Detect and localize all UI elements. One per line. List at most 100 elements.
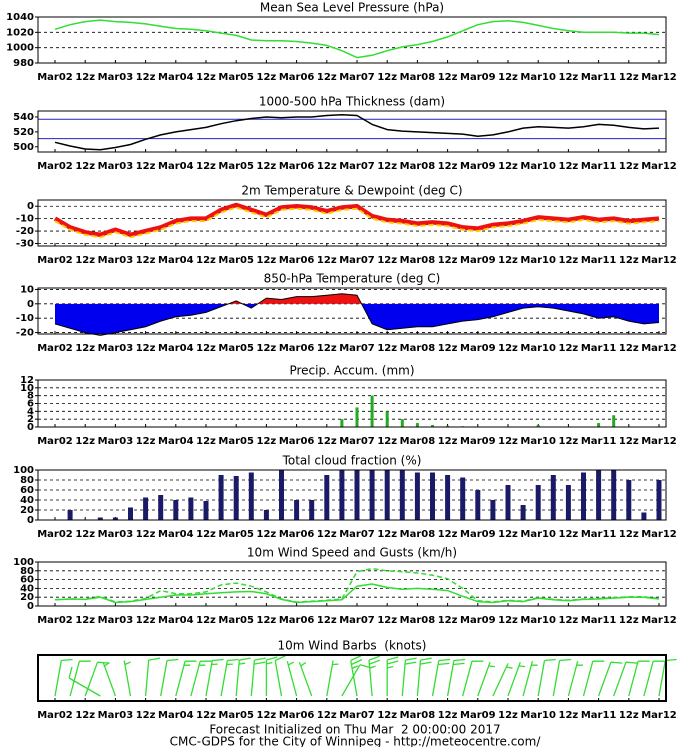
x-tick-label: 12z: [438, 72, 458, 83]
panel-title: 1000-500 hPa Thickness (dam): [259, 95, 445, 109]
y-tick-label: 4: [27, 406, 34, 417]
wind-barb: [265, 656, 278, 696]
x-tick-label: Mar06: [279, 255, 315, 266]
x-tick-label: 12z: [317, 255, 337, 266]
x-tick-label: 12z: [136, 436, 156, 447]
panel-title: Mean Sea Level Pressure (hPa): [260, 1, 444, 15]
x-tick-label: Mar09: [460, 255, 496, 266]
panel-title: 2m Temperature & Dewpoint (deg C): [241, 184, 462, 198]
x-tick-label: Mar06: [279, 72, 315, 83]
x-tick-label: 12z: [438, 529, 458, 540]
x-tick-label: 12z: [257, 343, 277, 354]
x-tick-label: Mar11: [581, 255, 617, 266]
x-tick-label: 12z: [75, 72, 95, 83]
bar: [550, 475, 556, 520]
x-tick-label: 12z: [619, 72, 639, 83]
bar: [294, 500, 300, 520]
x-tick-label: 12z: [257, 72, 277, 83]
x-tick-label: Mar07: [339, 529, 375, 540]
y-tick-label: 100: [13, 465, 34, 476]
x-tick-label: Mar04: [158, 436, 194, 447]
x-tick-label: 12z: [498, 343, 518, 354]
x-tick-label: Mar07: [339, 615, 375, 626]
bar: [369, 470, 375, 520]
x-tick-label: 12z: [559, 255, 579, 266]
series-line: [53, 202, 660, 238]
x-tick-label: 12z: [619, 710, 639, 721]
y-tick-label: 500: [13, 142, 34, 153]
bar: [415, 423, 419, 427]
y-tick-label: -20: [16, 226, 34, 237]
x-tick-label: 12z: [136, 72, 156, 83]
x-tick-label: Mar08: [400, 161, 436, 172]
x-tick-label: Mar12: [641, 529, 677, 540]
wind-barb: [274, 655, 286, 697]
x-tick-label: Mar02: [37, 615, 73, 626]
x-tick-label: Mar04: [158, 710, 194, 721]
x-tick-label: 12z: [377, 529, 397, 540]
wind-barb: [643, 660, 665, 697]
x-tick-label: Mar09: [460, 161, 496, 172]
x-tick-label: Mar02: [37, 343, 73, 354]
bar: [581, 472, 586, 520]
wind-barb: [250, 657, 266, 697]
x-tick-label: Mar06: [279, 436, 315, 447]
x-tick-label: 12z: [438, 710, 458, 721]
bar: [520, 505, 526, 520]
x-tick-label: Mar12: [641, 710, 677, 721]
x-tick-label: Mar12: [641, 343, 677, 354]
bar: [324, 475, 330, 520]
y-tick-label: 100: [13, 557, 34, 568]
x-tick-label: 12z: [377, 710, 397, 721]
x-tick-label: Mar10: [520, 343, 556, 354]
x-tick-label: 12z: [196, 72, 216, 83]
wind-barb: [68, 666, 101, 697]
y-tick-label: 80: [20, 475, 34, 486]
y-tick-label: 1020: [6, 27, 34, 38]
x-tick-label: 12z: [377, 436, 397, 447]
x-tick-label: Mar11: [581, 529, 617, 540]
plot-frame: [37, 469, 667, 521]
wind-barb: [537, 658, 556, 697]
x-tick-label: Mar09: [460, 436, 496, 447]
wind-barb: [658, 658, 677, 697]
x-tick-label: 12z: [317, 529, 337, 540]
x-tick-label: Mar10: [520, 710, 556, 721]
x-tick-label: Mar12: [641, 161, 677, 172]
area-below: [55, 303, 659, 334]
x-tick-label: 12z: [257, 710, 277, 721]
x-tick-label: Mar05: [218, 72, 254, 83]
bar: [641, 512, 647, 520]
x-tick-label: 12z: [136, 710, 156, 721]
panel-title: 850-hPa Temperature (deg C): [264, 272, 441, 286]
x-tick-label: Mar05: [218, 436, 254, 447]
x-tick-label: Mar10: [520, 436, 556, 447]
wind-barb: [205, 658, 224, 697]
x-tick-label: 12z: [619, 615, 639, 626]
wind-barb: [613, 661, 638, 697]
panel-title: 10m Wind Barbs (knots): [278, 639, 427, 653]
wind-barb: [386, 656, 399, 696]
x-tick-label: Mar07: [339, 72, 375, 83]
x-tick-label: 12z: [317, 161, 337, 172]
panel-title: 10m Wind Speed and Gusts (km/h): [247, 546, 457, 560]
bar: [565, 485, 571, 520]
bar: [248, 472, 254, 520]
bar: [67, 510, 73, 520]
bar: [414, 472, 420, 520]
y-tick-label: 540: [13, 112, 34, 123]
x-tick-label: Mar10: [520, 615, 556, 626]
area-outline: [54, 293, 660, 336]
wind-barb: [220, 658, 239, 697]
x-tick-label: Mar07: [339, 255, 375, 266]
wind-barb: [446, 658, 466, 697]
wind-barb: [326, 660, 339, 697]
x-tick-label: 12z: [196, 255, 216, 266]
bar: [536, 425, 540, 427]
y-tick-label: 520: [13, 127, 34, 138]
wind-barb: [431, 658, 451, 697]
bar: [490, 500, 496, 520]
wind-barb: [175, 660, 197, 697]
x-tick-label: 12z: [136, 343, 156, 354]
x-tick-label: 12z: [498, 255, 518, 266]
